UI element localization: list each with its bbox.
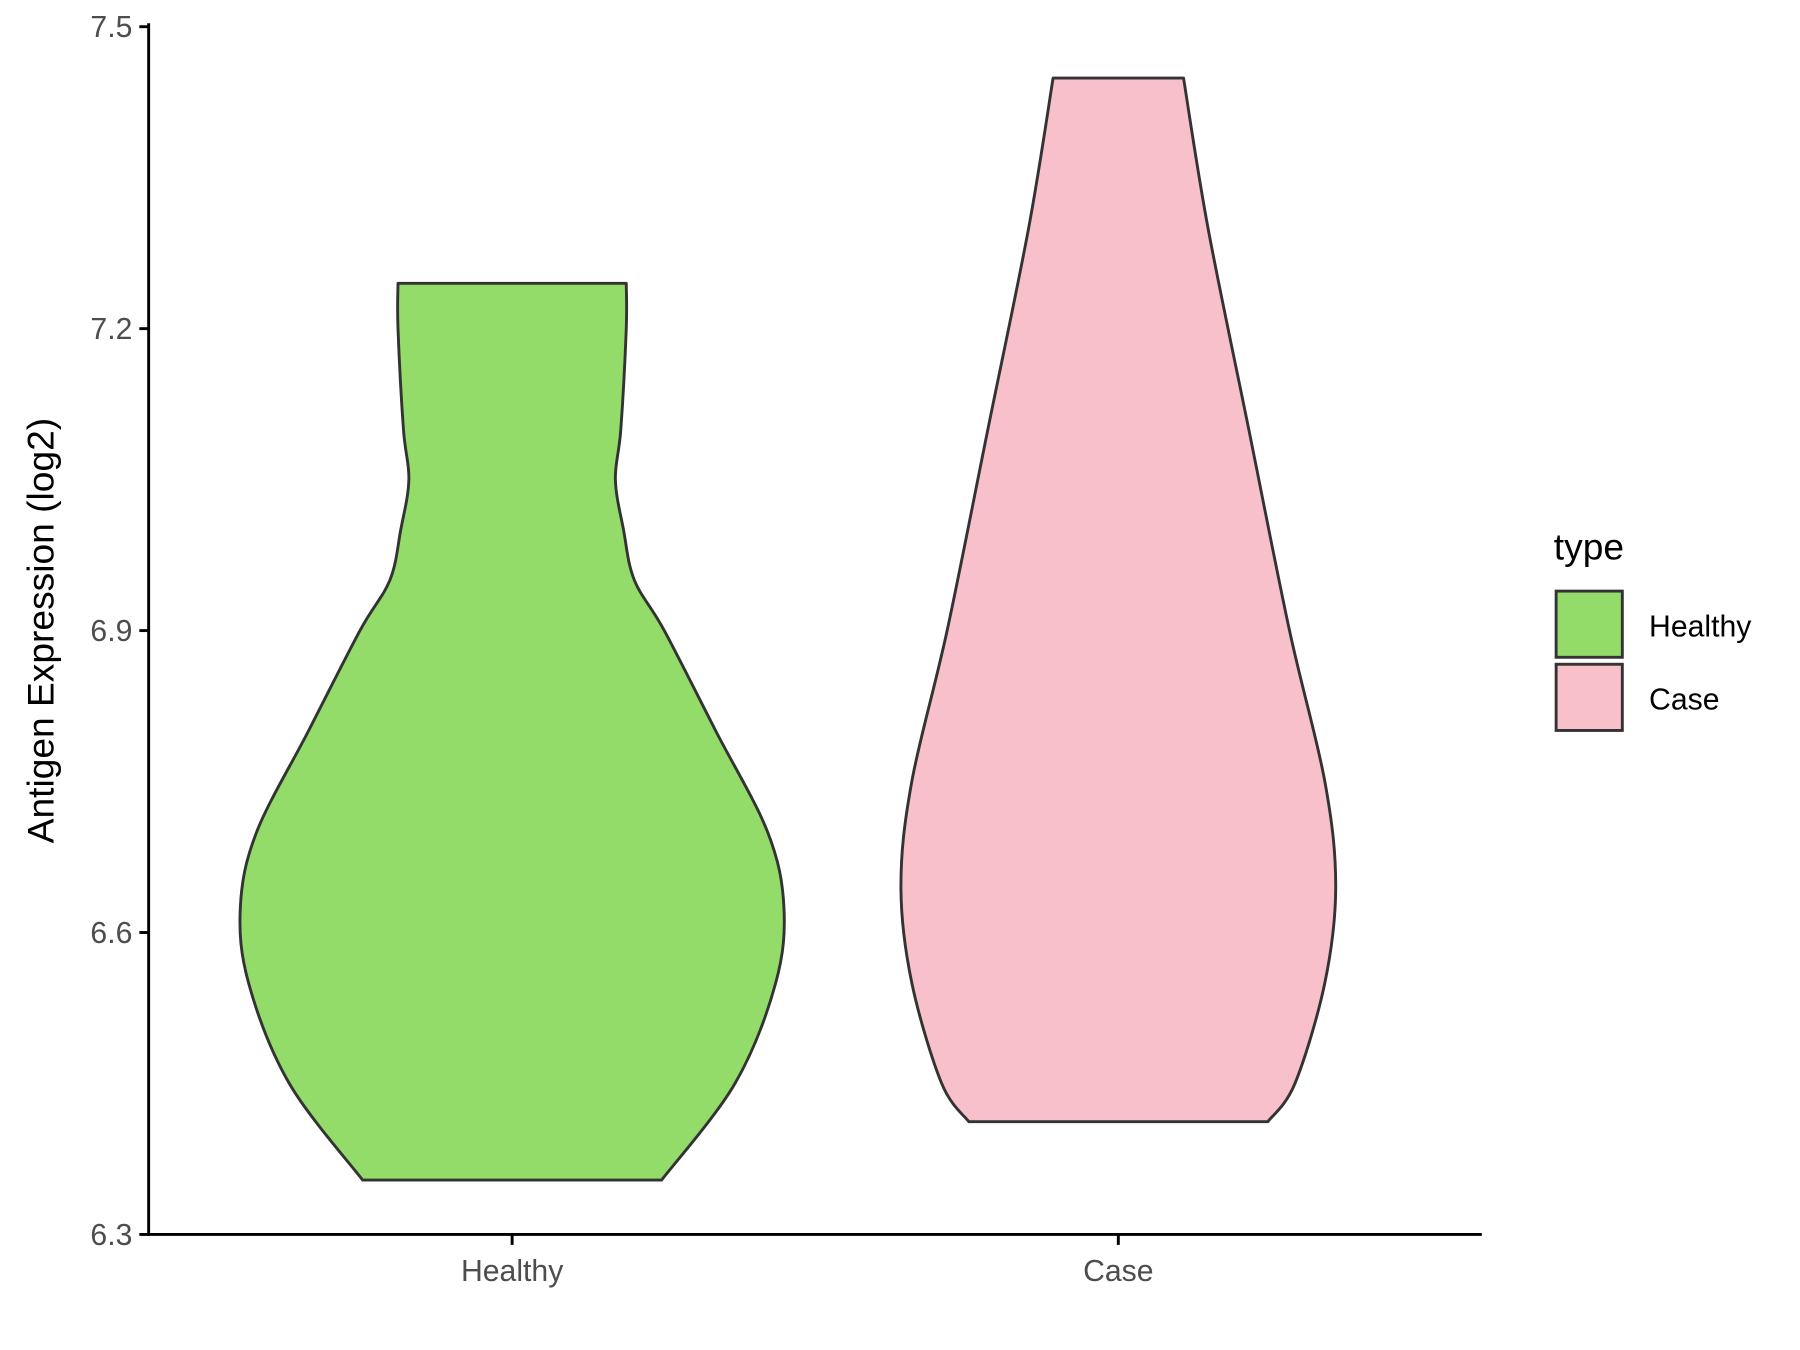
legend-label-healthy: Healthy (1649, 610, 1752, 643)
x-ticks: Healthy Case (461, 1234, 1154, 1288)
violin-healthy (238, 281, 786, 1182)
y-ticks: 6.3 6.6 6.9 7.2 7.5 (90, 11, 149, 1252)
violin-case (899, 76, 1338, 1124)
y-tick-label: 6.3 (90, 1219, 132, 1252)
legend: type Healthy Case (1554, 526, 1752, 732)
violins (238, 76, 1338, 1182)
y-axis-label: Antigen Expression (log2) (19, 418, 61, 843)
y-tick-label: 7.2 (90, 313, 132, 346)
legend-key-case (1554, 662, 1624, 732)
x-tick-label: Healthy (461, 1255, 564, 1288)
legend-label-case: Case (1649, 684, 1719, 717)
legend-title: type (1554, 526, 1624, 568)
x-tick-label: Case (1083, 1255, 1153, 1288)
y-tick-label: 6.9 (90, 615, 132, 648)
y-tick-label: 6.6 (90, 917, 132, 950)
legend-key-healthy (1554, 589, 1624, 659)
y-tick-label: 7.5 (90, 11, 132, 44)
